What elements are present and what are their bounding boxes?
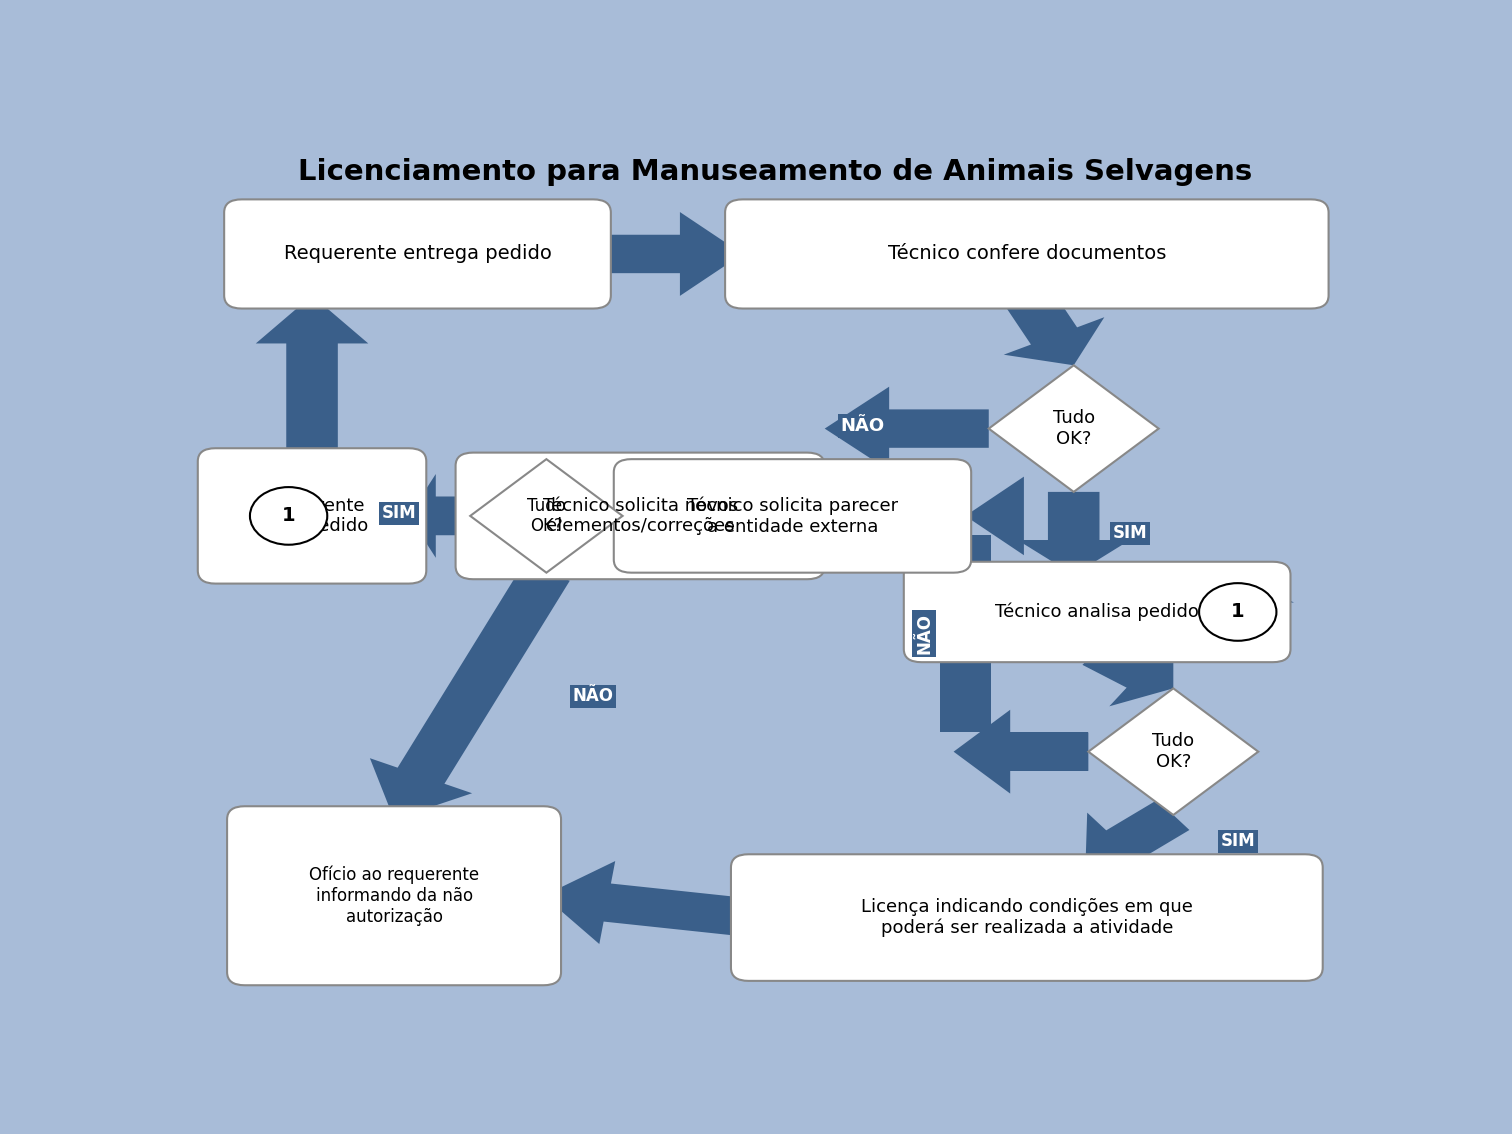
FancyBboxPatch shape xyxy=(224,200,611,308)
Polygon shape xyxy=(1181,575,1294,641)
Polygon shape xyxy=(1004,287,1104,365)
Polygon shape xyxy=(824,387,989,471)
Text: SIM: SIM xyxy=(381,505,416,523)
FancyBboxPatch shape xyxy=(726,200,1329,308)
Polygon shape xyxy=(1018,492,1129,575)
Text: Requerente
refaz pedido: Requerente refaz pedido xyxy=(256,497,367,535)
Text: NÃO: NÃO xyxy=(915,613,933,654)
Polygon shape xyxy=(990,733,1089,771)
Polygon shape xyxy=(1086,799,1190,878)
Polygon shape xyxy=(543,861,751,943)
Polygon shape xyxy=(1089,688,1258,815)
Text: 1: 1 xyxy=(1231,602,1244,621)
FancyBboxPatch shape xyxy=(904,561,1290,662)
Circle shape xyxy=(1199,583,1276,641)
Polygon shape xyxy=(989,365,1158,492)
Text: Tudo
OK?: Tudo OK? xyxy=(528,497,565,535)
FancyBboxPatch shape xyxy=(227,806,561,985)
Polygon shape xyxy=(623,474,632,558)
Polygon shape xyxy=(939,535,990,733)
Text: Tudo
OK?: Tudo OK? xyxy=(1152,733,1194,771)
Polygon shape xyxy=(470,459,623,573)
Text: NÃO: NÃO xyxy=(573,687,614,705)
Polygon shape xyxy=(954,710,1089,794)
Text: SIM: SIM xyxy=(1113,524,1148,542)
Text: Técnico confere documentos: Técnico confere documentos xyxy=(888,245,1166,263)
Polygon shape xyxy=(1083,633,1173,706)
Text: NÃO: NÃO xyxy=(841,417,885,435)
FancyBboxPatch shape xyxy=(730,854,1323,981)
Text: Ofício ao requerente
informando da não
autorização: Ofício ao requerente informando da não a… xyxy=(308,865,479,925)
Text: Técnico solicita parecer
a entidade externa: Técnico solicita parecer a entidade exte… xyxy=(686,497,898,535)
Text: SIM: SIM xyxy=(1220,832,1255,850)
Circle shape xyxy=(249,488,327,544)
Text: Licenciamento para Manuseamento de Animais Selvagens: Licenciamento para Manuseamento de Anima… xyxy=(298,158,1252,186)
Text: 1: 1 xyxy=(281,507,295,525)
Text: Técnico analisa pedido: Técnico analisa pedido xyxy=(995,602,1199,621)
Polygon shape xyxy=(327,474,470,558)
Text: Técnico solicita novos
elementos/correções: Técnico solicita novos elementos/correçõ… xyxy=(543,497,738,535)
Polygon shape xyxy=(256,296,369,462)
Text: Tudo
OK?: Tudo OK? xyxy=(1052,409,1095,448)
Polygon shape xyxy=(408,474,473,558)
Polygon shape xyxy=(593,212,742,296)
Text: Licença indicando condições em que
poderá ser realizada a atividade: Licença indicando condições em que poder… xyxy=(860,898,1193,938)
FancyBboxPatch shape xyxy=(614,459,971,573)
Polygon shape xyxy=(370,565,570,820)
FancyBboxPatch shape xyxy=(954,726,1087,778)
Text: Requerente entrega pedido: Requerente entrega pedido xyxy=(284,245,552,263)
Polygon shape xyxy=(965,476,1024,556)
FancyBboxPatch shape xyxy=(455,452,824,579)
FancyBboxPatch shape xyxy=(198,448,426,584)
